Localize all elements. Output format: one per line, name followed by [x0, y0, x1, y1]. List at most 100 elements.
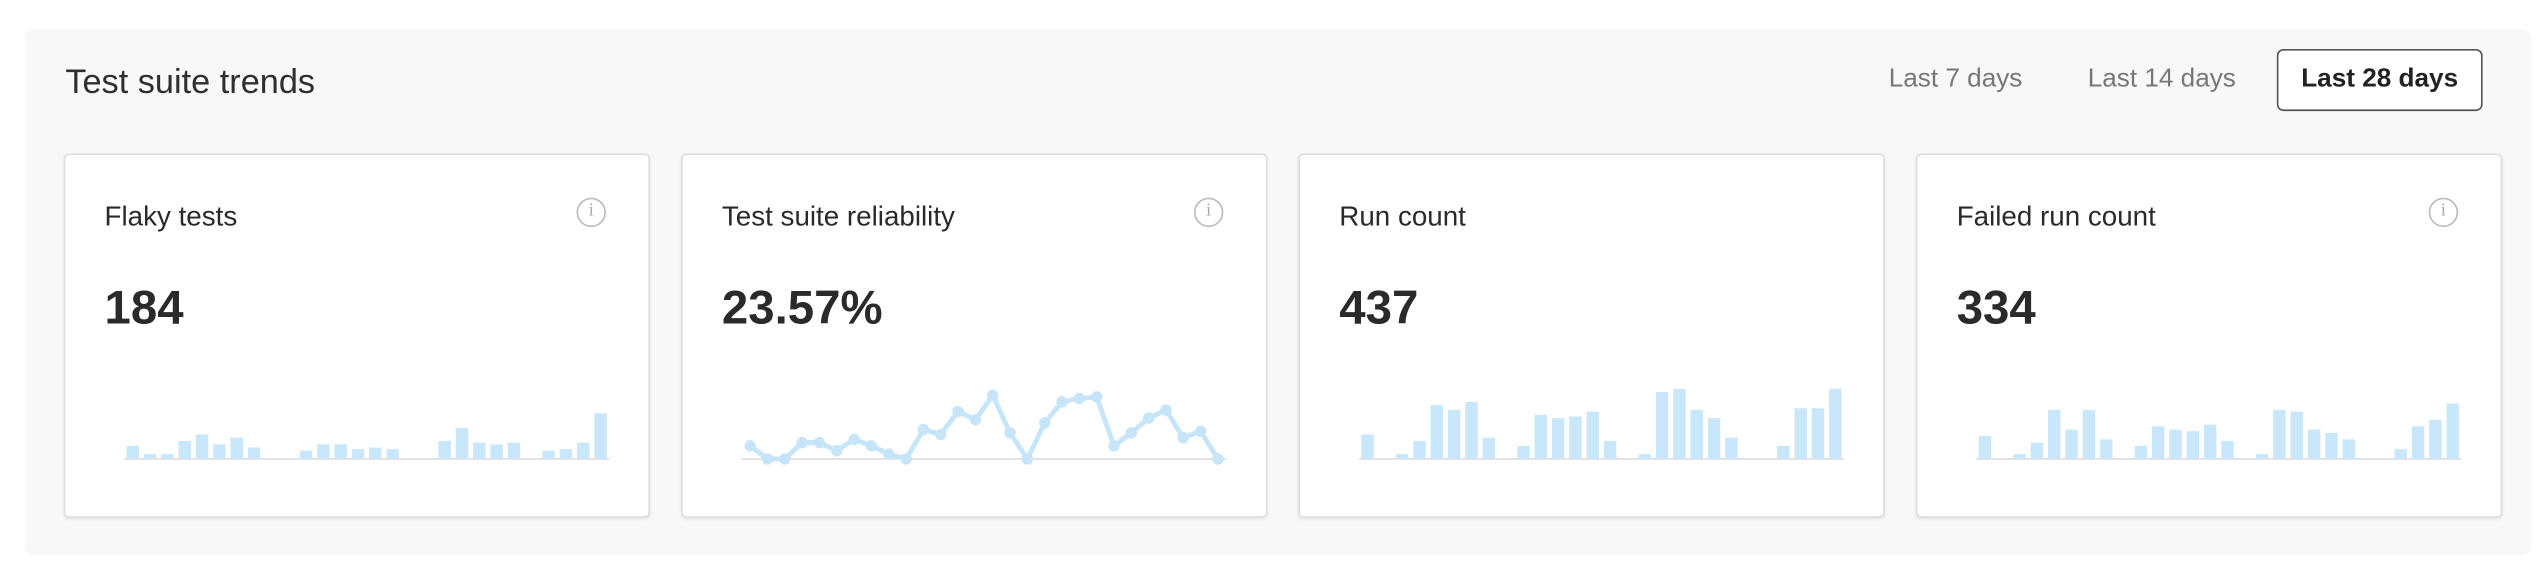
- bar: [2169, 429, 2182, 459]
- point: [744, 440, 756, 452]
- bar: [455, 427, 469, 459]
- point: [848, 433, 860, 446]
- bar: [2273, 409, 2286, 459]
- bar: [317, 444, 330, 459]
- point: [1073, 392, 1086, 405]
- card-title: Flaky tests: [104, 200, 238, 232]
- filters: Last 7 days Last 14 days Last 28 days: [1864, 48, 2483, 112]
- metric-card: Failed run count 334 i: [1915, 153, 2503, 518]
- card-title: Run count: [1339, 200, 1466, 232]
- point: [1194, 425, 1207, 437]
- filter-button[interactable]: Last 28 days: [2276, 48, 2483, 112]
- bar: [1978, 436, 1992, 459]
- bar: [2186, 431, 2200, 459]
- card-value: 23.57%: [721, 282, 883, 335]
- sparkline: [1976, 403, 2462, 460]
- point: [1212, 453, 1224, 465]
- bar: [2290, 411, 2304, 459]
- point: [883, 448, 895, 460]
- bar: [1811, 408, 1825, 459]
- bar: [1465, 401, 1478, 459]
- point: [969, 414, 982, 426]
- point: [813, 436, 826, 449]
- card-value: 334: [1956, 282, 2036, 335]
- bar: [594, 413, 607, 459]
- bar: [559, 449, 573, 459]
- info-icon[interactable]: i: [576, 197, 606, 228]
- bar: [2255, 454, 2269, 459]
- panel-title: Test suite trends: [65, 63, 316, 102]
- bar: [2307, 429, 2321, 459]
- bar: [1655, 391, 1669, 459]
- point: [1090, 391, 1103, 403]
- bar: [2099, 439, 2113, 459]
- bar: [1638, 454, 1651, 459]
- filter-button[interactable]: Last 14 days: [2063, 49, 2260, 111]
- bar: [369, 447, 382, 459]
- bar: [351, 449, 365, 459]
- bar: [126, 445, 140, 459]
- bar: [2411, 426, 2425, 459]
- bar: [1690, 409, 1703, 459]
- filter-button[interactable]: Last 7 days: [1864, 49, 2047, 111]
- point: [900, 453, 912, 465]
- point: [796, 436, 808, 449]
- point: [952, 405, 964, 418]
- bar: [1725, 437, 1738, 459]
- point: [865, 440, 878, 452]
- info-icon[interactable]: i: [1193, 197, 1224, 228]
- bar: [1673, 388, 1686, 459]
- metric-card: Run count 437: [1298, 153, 1885, 518]
- bar: [1829, 388, 1842, 459]
- bar: [507, 442, 521, 459]
- bar: [2325, 432, 2338, 459]
- point: [779, 453, 791, 465]
- bar: [230, 437, 243, 459]
- bar: [1447, 409, 1461, 459]
- info-icon[interactable]: i: [2428, 197, 2459, 228]
- bar: [1361, 434, 1374, 459]
- point: [1125, 427, 1138, 439]
- bar: [247, 447, 261, 459]
- bar: [143, 454, 157, 459]
- bar: [490, 444, 503, 459]
- bar: [2151, 426, 2165, 459]
- panel: Test suite trends Last 7 days Last 14 day…: [24, 29, 2532, 556]
- bar: [2221, 440, 2234, 459]
- point: [1038, 417, 1051, 429]
- line: [748, 390, 1221, 464]
- bar: [1430, 405, 1444, 459]
- point: [917, 423, 930, 436]
- point: [1004, 427, 1016, 439]
- cards: Flaky tests 184 i Test suite reliability 23.…: [63, 153, 2503, 518]
- point: [1160, 404, 1172, 416]
- bar: [1395, 454, 1409, 459]
- bar: [1482, 437, 1496, 459]
- bar: [178, 440, 192, 459]
- bar: [438, 440, 451, 459]
- bar: [2342, 439, 2356, 459]
- bar: [2446, 403, 2459, 459]
- point: [761, 453, 774, 465]
- bar: [576, 442, 590, 459]
- bar: [2065, 429, 2078, 459]
- bar: [2394, 449, 2407, 459]
- point: [1021, 453, 1034, 465]
- sparkline: [1358, 388, 1844, 460]
- bar: [386, 449, 399, 459]
- metric-card: Flaky tests 184 i: [63, 153, 651, 518]
- bar: [473, 442, 486, 459]
- bar: [1551, 418, 1565, 459]
- bar: [1603, 440, 1617, 459]
- point: [935, 428, 947, 441]
- metric-card: Test suite reliability 23.57% i: [681, 153, 1268, 518]
- bar: [1517, 445, 1530, 459]
- bar: [1777, 445, 1790, 459]
- bar: [2030, 442, 2044, 459]
- card-value: 437: [1339, 282, 1419, 335]
- card-value: 184: [104, 282, 184, 335]
- bar: [334, 444, 347, 459]
- point: [987, 389, 999, 401]
